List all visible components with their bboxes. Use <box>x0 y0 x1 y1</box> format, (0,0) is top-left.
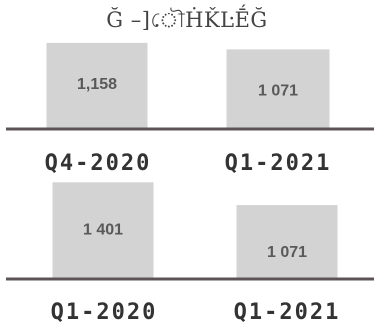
category-label-top-q4-2020: Q4-2020 <box>45 151 152 176</box>
bar-chart-bottom: 1 401 Q1-2020 1 071 Q1-2021 <box>0 176 374 329</box>
bar-bottom-q1-2021 <box>236 205 338 279</box>
bar-value-label-bottom-q1-2021: 1 071 <box>267 244 307 261</box>
bar-top-q1-2021 <box>226 49 330 129</box>
bar-chart-top-svg: 1,158 Q4-2020 1 071 Q1-2021 <box>6 42 374 176</box>
category-label-bottom-q1-2021: Q1-2021 <box>234 300 341 325</box>
bar-value-label-bottom-q1-2020: 1 401 <box>83 221 123 238</box>
bar-value-label-top-q1-2021: 1 071 <box>258 82 298 99</box>
category-label-top-q1-2021: Q1-2021 <box>225 151 332 176</box>
bar-chart-bottom-svg: 1 401 Q1-2020 1 071 Q1-2021 <box>6 182 374 325</box>
bar-bottom-q1-2020 <box>52 182 154 279</box>
bar-chart-top: 1,158 Q4-2020 1 071 Q1-2021 <box>0 36 374 176</box>
chart-title: Ğ –]ৌḢǨĿḖĞ <box>106 8 268 32</box>
category-label-bottom-q1-2020: Q1-2020 <box>51 300 158 325</box>
bar-value-label-top-q4-2020: 1,158 <box>77 76 117 93</box>
bar-top-q4-2020 <box>46 42 148 130</box>
